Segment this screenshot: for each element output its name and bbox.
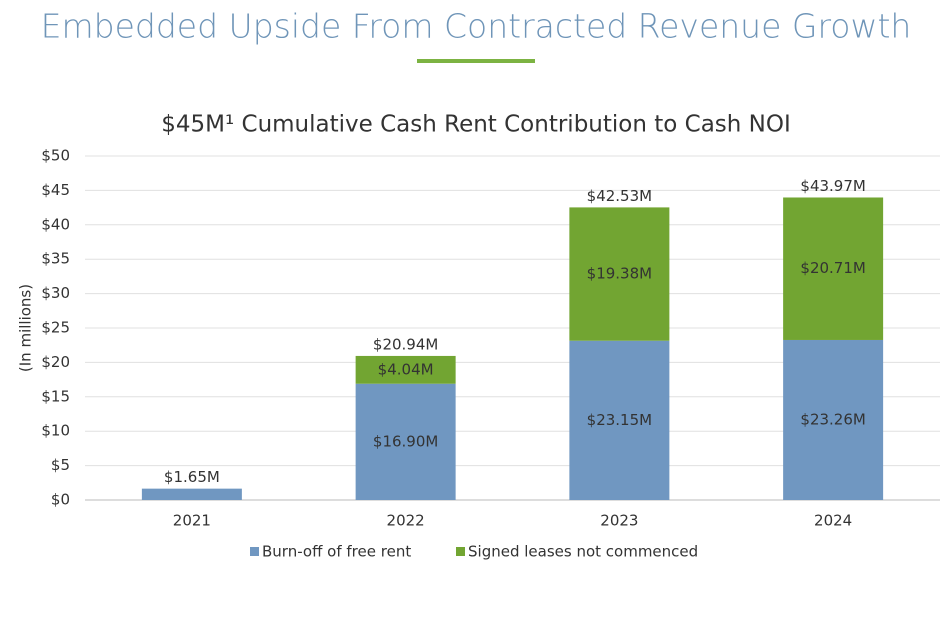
y-tick-label: $20 — [41, 353, 70, 371]
bar-segment — [569, 340, 670, 500]
y-tick-label: $35 — [41, 250, 70, 268]
x-tick-label: 2021 — [173, 512, 211, 530]
segment-label: $23.15M — [587, 411, 652, 429]
bar-segment — [355, 383, 456, 500]
y-tick-label: $40 — [41, 215, 70, 233]
bar-segment — [569, 207, 670, 341]
chart-title: $45M¹ Cumulative Cash Rent Contribution … — [161, 112, 791, 138]
y-tick-label: $15 — [41, 387, 70, 405]
y-tick-label: $0 — [51, 491, 70, 509]
x-tick-label: 2023 — [600, 512, 638, 530]
y-tick-label: $50 — [41, 147, 70, 165]
y-tick-label: $5 — [51, 456, 70, 474]
legend-label: Signed leases not commenced — [468, 543, 698, 561]
legend-label: Burn-off of free rent — [262, 543, 411, 561]
bar-segment — [783, 197, 884, 340]
bar-segment — [141, 488, 242, 500]
y-tick-label: $45 — [41, 181, 70, 199]
heading-underline — [417, 59, 535, 63]
bar-segment — [355, 355, 456, 384]
bar-segment — [783, 339, 884, 500]
segment-label: $4.04M — [378, 360, 434, 378]
y-tick-label: $25 — [41, 319, 70, 337]
legend-swatch — [250, 547, 259, 556]
y-axis-label: (In millions) — [17, 284, 35, 372]
segment-label: $20.71M — [800, 259, 865, 277]
segment-label: $23.26M — [800, 410, 865, 428]
total-label: $1.65M — [164, 468, 220, 486]
slide-heading: Embedded Upside From Contracted Revenue … — [41, 7, 912, 46]
total-label: $20.94M — [373, 335, 438, 353]
legend-swatch — [456, 547, 465, 556]
x-tick-label: 2024 — [814, 512, 852, 530]
total-label: $42.53M — [587, 187, 652, 205]
segment-label: $16.90M — [373, 432, 438, 450]
segment-label: $19.38M — [587, 265, 652, 283]
total-label: $43.97M — [800, 177, 865, 195]
x-tick-label: 2022 — [387, 512, 425, 530]
y-tick-label: $30 — [41, 284, 70, 302]
y-tick-label: $10 — [41, 422, 70, 440]
